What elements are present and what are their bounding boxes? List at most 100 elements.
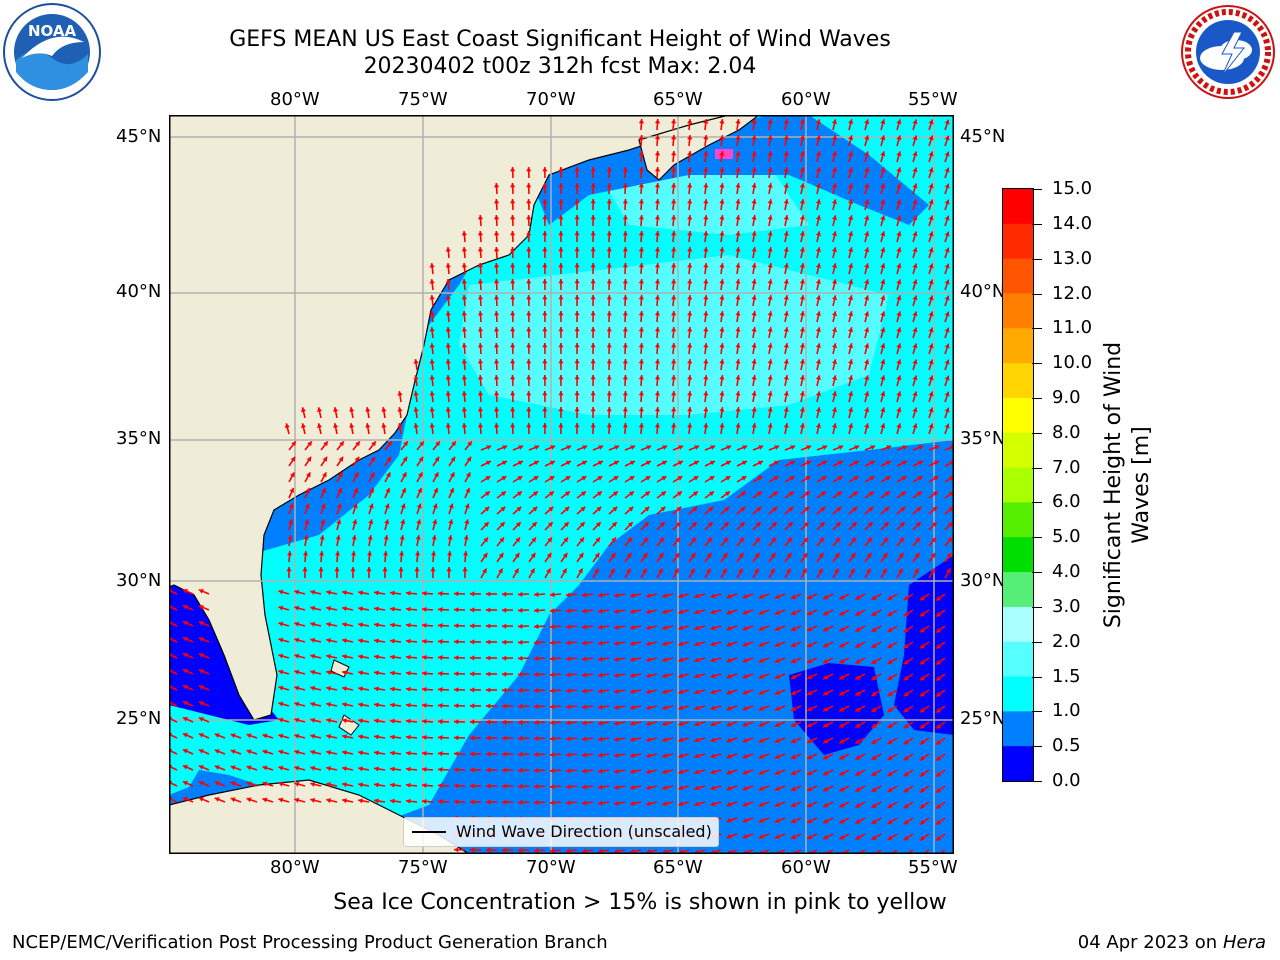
wave-direction-arrowhead (294, 733, 300, 739)
wave-direction-arrowhead (470, 847, 475, 853)
wave-direction-arrowhead (597, 460, 603, 466)
wave-direction-arrowhead (431, 535, 437, 540)
wave-direction-arrowhead (582, 736, 587, 742)
wave-direction-arrowhead (948, 506, 954, 512)
wave-direction-arrowhead (774, 802, 780, 807)
wave-direction-arrowhead (946, 568, 951, 574)
wave-direction-arrowhead (726, 737, 732, 743)
wave-direction-arrowhead (590, 183, 596, 188)
wave-direction-arrowhead (486, 687, 491, 693)
wave-direction-arrowhead (630, 624, 635, 630)
wave-direction-arrowhead (630, 720, 635, 726)
wave-direction-arrowhead (403, 441, 408, 447)
wave-direction-arrowhead (429, 343, 435, 348)
wave-direction-arrowhead (678, 609, 684, 615)
wave-direction-arrowhead (422, 766, 427, 772)
wave-direction-arrowhead (518, 847, 523, 853)
wave-direction-arrowhead (502, 799, 507, 805)
wave-direction-arrowhead (510, 279, 516, 284)
wave-direction-arrowhead (774, 626, 780, 631)
wave-direction-arrowhead (754, 568, 759, 574)
wave-direction-arrowhead (885, 460, 891, 466)
legend-line-swatch (412, 831, 446, 833)
wave-direction-arrowhead (558, 295, 564, 300)
wave-direction-arrowhead (580, 506, 586, 512)
wave-direction-arrowhead (774, 445, 780, 450)
wave-direction-arrowhead (898, 568, 903, 574)
wave-direction-arrowhead (622, 359, 628, 364)
wave-direction-arrowhead (550, 848, 555, 854)
wave-direction-arrowhead (454, 783, 459, 789)
wave-direction-arrowhead (839, 594, 845, 600)
wave-direction-arrowhead (558, 407, 564, 412)
wave-direction-arrowhead (562, 568, 567, 574)
wave-direction-arrowhead (920, 739, 925, 745)
wave-direction-arrowhead (502, 655, 507, 661)
wave-direction-arrowhead (783, 327, 789, 332)
wave-direction-arrowhead (912, 407, 918, 413)
wave-direction-arrowhead (900, 491, 906, 497)
wave-direction-arrowhead (709, 460, 715, 466)
wave-direction-arrowhead (912, 359, 918, 365)
wave-direction-arrowhead (390, 590, 395, 596)
wave-direction-arrowhead (610, 553, 616, 558)
wave-direction-arrowhead (198, 701, 204, 706)
wave-direction-arrowhead (726, 769, 732, 775)
colorbar-swatch (1003, 572, 1033, 608)
wave-direction-arrowhead (944, 391, 950, 397)
wave-direction-arrowhead (558, 263, 564, 268)
wave-direction-arrowhead (198, 781, 204, 786)
wave-direction-arrowhead (502, 783, 507, 789)
wave-direction-arrowhead (742, 834, 748, 839)
wave-direction-arrowhead (310, 605, 316, 611)
wave-direction-arrowhead (370, 456, 376, 462)
wave-direction-arrowhead (678, 641, 684, 647)
wave-direction-arrowhead (542, 167, 548, 172)
wave-direction-arrowhead (183, 716, 188, 722)
wave-direction-arrowhead (807, 802, 813, 808)
wave-direction-arrowhead (850, 553, 856, 558)
wave-direction-arrowhead (514, 568, 519, 574)
wave-direction-arrowhead (758, 690, 764, 695)
wave-direction-arrowhead (467, 441, 472, 447)
wave-direction-arrowhead (832, 311, 837, 317)
wave-direction-arrowhead (398, 567, 404, 572)
wave-direction-arrowhead (848, 423, 854, 429)
wave-direction-arrowhead (431, 551, 437, 556)
wave-direction-arrowhead (758, 770, 764, 775)
wave-direction-arrowhead (823, 722, 829, 728)
wave-direction-arrowhead (920, 771, 925, 777)
wave-direction-arrowhead (920, 611, 925, 617)
wave-direction-arrowhead (815, 231, 821, 236)
wave-direction-arrowhead (429, 327, 435, 332)
wave-direction-arrowhead (448, 503, 454, 509)
wave-direction-arrowhead (880, 407, 886, 413)
wave-direction-arrowhead (815, 151, 821, 156)
wave-direction-arrowhead (928, 263, 934, 269)
wave-direction-arrowhead (550, 608, 555, 614)
wave-direction-arrowhead (510, 199, 516, 204)
map-panel (169, 115, 954, 854)
wave-direction-arrowhead (703, 119, 709, 124)
wave-direction-arrowhead (883, 522, 889, 527)
wave-direction-arrowhead (920, 595, 925, 601)
wave-direction-arrowhead (430, 567, 436, 572)
wave-direction-arrowhead (916, 491, 922, 497)
wave-direction-arrowhead (871, 787, 877, 792)
wave-direction-arrowhead (807, 642, 813, 648)
wave-direction-arrowhead (558, 215, 564, 220)
wave-direction-arrowhead (742, 706, 748, 711)
colorbar-swatch (1003, 606, 1033, 643)
wave-direction-arrowhead (401, 488, 407, 493)
wave-direction-arrowhead (694, 801, 700, 807)
wave-direction-arrowhead (566, 704, 571, 710)
wave-direction-arrowhead (751, 135, 757, 140)
wave-direction-arrowhead (694, 625, 700, 631)
wave-direction-arrowhead (835, 522, 841, 527)
wave-direction-arrowhead (606, 183, 612, 188)
wave-direction-arrowhead (558, 327, 564, 332)
wave-direction-arrowhead (477, 231, 484, 236)
wave-direction-arrowhead (183, 652, 188, 658)
wave-direction-arrowhead (534, 767, 539, 773)
wave-direction-arrowhead (687, 119, 693, 124)
